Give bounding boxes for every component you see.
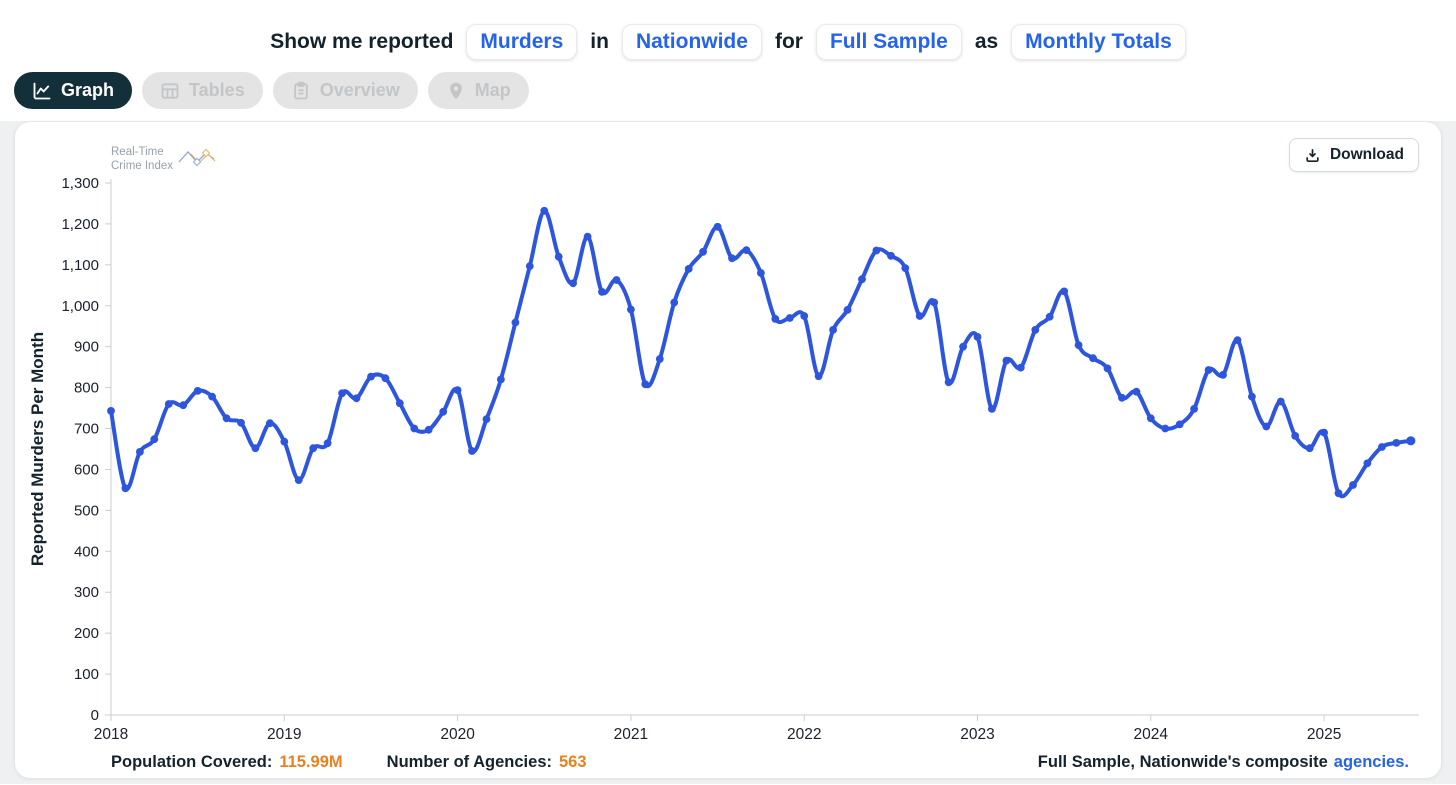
watermark-line2: Crime Index	[111, 159, 173, 172]
svg-text:200: 200	[74, 625, 99, 642]
sample-description-text: Full Sample, Nationwide's composite	[1037, 753, 1328, 771]
tab-map[interactable]: Map	[427, 72, 529, 109]
chart-line-icon	[32, 81, 52, 101]
query-conn2: for	[774, 30, 803, 53]
svg-text:Reported Murders Per Month: Reported Murders Per Month	[28, 332, 47, 566]
svg-text:2024: 2024	[1134, 726, 1169, 743]
svg-text:2019: 2019	[267, 726, 301, 743]
svg-text:2023: 2023	[960, 726, 994, 743]
clipboard-icon	[291, 81, 311, 101]
svg-text:2018: 2018	[94, 726, 128, 743]
tab-tables[interactable]: Tables	[142, 72, 263, 109]
view-tabs: Graph Tables Overview Map	[0, 64, 1456, 121]
svg-text:2025: 2025	[1307, 726, 1341, 743]
download-icon	[1304, 147, 1321, 164]
query-prefix: Show me reported	[270, 30, 454, 53]
metric-select[interactable]: Murders	[466, 24, 578, 60]
rtci-sparkline-icon	[177, 147, 219, 171]
svg-text:2020: 2020	[440, 726, 475, 743]
svg-text:1,300: 1,300	[61, 175, 99, 192]
chart-card: Real-Time Crime Index Download 0 100 200 30…	[14, 121, 1442, 779]
download-button[interactable]: Download	[1288, 138, 1419, 172]
population-covered-label: Population Covered:	[111, 753, 273, 771]
tab-overview[interactable]: Overview	[272, 72, 418, 109]
sample-select[interactable]: Full Sample	[815, 24, 962, 60]
geography-select[interactable]: Nationwide	[621, 24, 762, 60]
agency-count-label: Number of Agencies:	[386, 753, 552, 771]
tab-graph-label: Graph	[61, 80, 115, 100]
svg-text:1,100: 1,100	[61, 257, 99, 274]
svg-text:2022: 2022	[787, 726, 821, 743]
granularity-select[interactable]: Monthly Totals	[1011, 24, 1186, 60]
svg-text:600: 600	[74, 461, 99, 478]
svg-text:0: 0	[91, 707, 99, 724]
query-conn1: in	[590, 30, 609, 53]
population-covered-stat: Population Covered: 115.99M	[111, 753, 343, 772]
svg-text:500: 500	[74, 502, 99, 519]
footer-stats: Population Covered: 115.99M Number of Ag…	[111, 753, 587, 772]
tab-graph[interactable]: Graph	[14, 72, 133, 109]
agency-count-value: 563	[559, 753, 587, 771]
chart-footer: Population Covered: 115.99M Number of Ag…	[15, 753, 1441, 772]
svg-text:700: 700	[74, 421, 99, 438]
agency-count-stat: Number of Agencies: 563	[387, 753, 587, 772]
download-label: Download	[1329, 146, 1404, 163]
svg-text:800: 800	[74, 380, 99, 397]
tab-tables-label: Tables	[189, 80, 245, 100]
population-covered-value: 115.99M	[279, 753, 343, 771]
sample-description: Full Sample, Nationwide's composite agen…	[1038, 753, 1409, 772]
chart-stage: Real-Time Crime Index Download 0 100 200 30…	[0, 121, 1456, 784]
svg-text:900: 900	[74, 339, 99, 356]
svg-text:1,000: 1,000	[61, 298, 99, 315]
watermark-line1: Real-Time	[111, 146, 164, 158]
query-bar: Show me reported Murders in Nationwide f…	[0, 0, 1456, 64]
tab-map-label: Map	[474, 80, 511, 100]
svg-text:2021: 2021	[614, 726, 648, 743]
svg-text:1,200: 1,200	[61, 216, 99, 233]
tab-overview-label: Overview	[319, 80, 400, 100]
svg-text:400: 400	[74, 543, 99, 560]
svg-text:300: 300	[74, 584, 99, 601]
murders-line-chart: 0 100 200 300 400 500 600 700 800 900 1,000 1,100 1,…	[28, 175, 1419, 743]
svg-text:100: 100	[74, 666, 99, 683]
table-icon	[160, 81, 180, 101]
agencies-link[interactable]: agencies.	[1333, 753, 1409, 771]
rtci-watermark: Real-Time Crime Index	[111, 146, 219, 174]
query-conn3: as	[974, 30, 999, 53]
rtci-watermark-text: Real-Time Crime Index	[111, 146, 173, 174]
map-pin-icon	[446, 81, 466, 101]
